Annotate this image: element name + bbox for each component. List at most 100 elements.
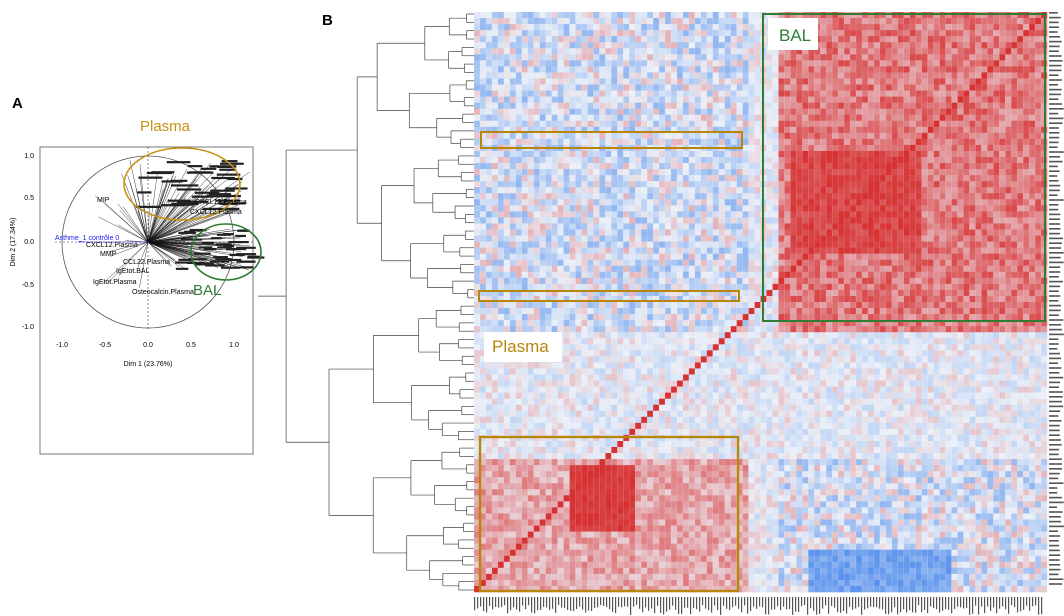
pca-arrow xyxy=(147,241,179,267)
heatmap-cell xyxy=(808,205,815,212)
heatmap-cell xyxy=(939,30,946,37)
heatmap-cell xyxy=(569,138,576,146)
heatmap-cell xyxy=(838,96,845,103)
heatmap-cell xyxy=(718,205,725,212)
heatmap-cell xyxy=(647,181,654,188)
heatmap-cell xyxy=(939,150,946,158)
heatmap-cell xyxy=(903,66,911,73)
heatmap-cell xyxy=(521,205,529,212)
heatmap-cell xyxy=(748,205,755,212)
heatmap-cell xyxy=(605,96,612,103)
heatmap-cell xyxy=(587,54,594,61)
heatmap-cell xyxy=(939,235,946,242)
heatmap-cell xyxy=(969,265,976,273)
heatmap-cell xyxy=(742,217,749,224)
heatmap-cell xyxy=(987,169,994,176)
heatmap-cell xyxy=(1029,259,1036,267)
heatmap-cell xyxy=(527,12,534,19)
heatmap-cell xyxy=(736,24,743,31)
heatmap-cell xyxy=(820,253,827,261)
heatmap-cell xyxy=(569,90,576,97)
heatmap-cell xyxy=(670,54,678,61)
heatmap-cell xyxy=(939,199,946,206)
heatmap-cell xyxy=(593,229,600,236)
heatmap-cell xyxy=(969,108,976,116)
heatmap-cell xyxy=(527,193,534,200)
heatmap-cell xyxy=(939,271,946,279)
heatmap-cell xyxy=(700,205,708,212)
heatmap-cell xyxy=(730,78,737,85)
heatmap-cell xyxy=(975,265,982,273)
heatmap-cell xyxy=(641,108,648,116)
heatmap-cell xyxy=(533,169,540,176)
heatmap-cell xyxy=(485,108,493,116)
heatmap-cell xyxy=(820,54,827,61)
heatmap-cell xyxy=(945,66,952,73)
heatmap-cell xyxy=(629,54,636,61)
heatmap-cell xyxy=(527,217,534,224)
heatmap-cell xyxy=(593,66,600,73)
heatmap-cell xyxy=(712,132,720,140)
heatmap-cell xyxy=(951,247,958,254)
heatmap-cell xyxy=(867,66,875,73)
heatmap-cell xyxy=(485,42,493,49)
heatmap-cell xyxy=(605,259,612,267)
heatmap-cell xyxy=(1011,187,1018,194)
heatmap-cell xyxy=(712,163,720,170)
heatmap-cell xyxy=(593,42,600,49)
heatmap-cell xyxy=(533,223,540,230)
heatmap-cell xyxy=(784,241,791,248)
heatmap-cell xyxy=(838,42,845,49)
heatmap-cell xyxy=(897,157,905,164)
heatmap-cell xyxy=(575,193,582,200)
heatmap-cell xyxy=(736,90,743,97)
heatmap-cell xyxy=(1011,175,1018,182)
heatmap-cell xyxy=(736,30,743,37)
heatmap-cell xyxy=(593,78,600,85)
heatmap-cell xyxy=(987,193,994,200)
heatmap-cell xyxy=(993,223,1000,230)
heatmap-cell xyxy=(987,144,994,152)
heatmap-cell xyxy=(903,259,911,267)
heatmap-cell xyxy=(832,24,839,31)
heatmap-cell xyxy=(527,18,534,25)
heatmap-cell xyxy=(497,48,505,55)
heatmap-cell xyxy=(676,132,684,140)
heatmap-cell xyxy=(963,187,970,194)
heatmap-cell xyxy=(999,259,1006,267)
heatmap-cell xyxy=(700,12,708,19)
heatmap-cell xyxy=(503,259,511,267)
heatmap-cell xyxy=(1023,235,1030,242)
heatmap-cell xyxy=(820,241,827,248)
heatmap-cell xyxy=(933,169,940,176)
heatmap-cell xyxy=(617,241,624,248)
heatmap-cell xyxy=(957,193,964,200)
heatmap-cell xyxy=(1005,102,1012,109)
heatmap-cell xyxy=(706,36,714,43)
heatmap-cell xyxy=(832,120,839,128)
heatmap-cell xyxy=(945,144,952,152)
heatmap-cell xyxy=(665,271,672,279)
heatmap-cell xyxy=(909,229,916,236)
heatmap-cell xyxy=(718,78,725,85)
heatmap-cell xyxy=(503,265,511,273)
heatmap-cell xyxy=(605,289,612,297)
heatmap-cell xyxy=(629,72,636,79)
heatmap-cell xyxy=(927,169,934,176)
heatmap-cell xyxy=(1017,66,1024,73)
heatmap-cell xyxy=(909,187,916,194)
heatmap-cell xyxy=(897,120,905,128)
heatmap-cell xyxy=(754,253,761,261)
heatmap-cell xyxy=(748,72,755,79)
heatmap-cell xyxy=(527,235,534,242)
heatmap-cell xyxy=(802,253,809,261)
heatmap-cell xyxy=(1035,60,1042,67)
heatmap-cell xyxy=(563,42,570,49)
heatmap-cell xyxy=(748,223,755,230)
heatmap-cell xyxy=(611,126,618,134)
heatmap-cell xyxy=(515,271,523,279)
heatmap-cell xyxy=(903,253,911,261)
heatmap-cell xyxy=(1017,193,1024,200)
heatmap-cell xyxy=(999,247,1006,254)
heatmap-cell xyxy=(736,199,743,206)
